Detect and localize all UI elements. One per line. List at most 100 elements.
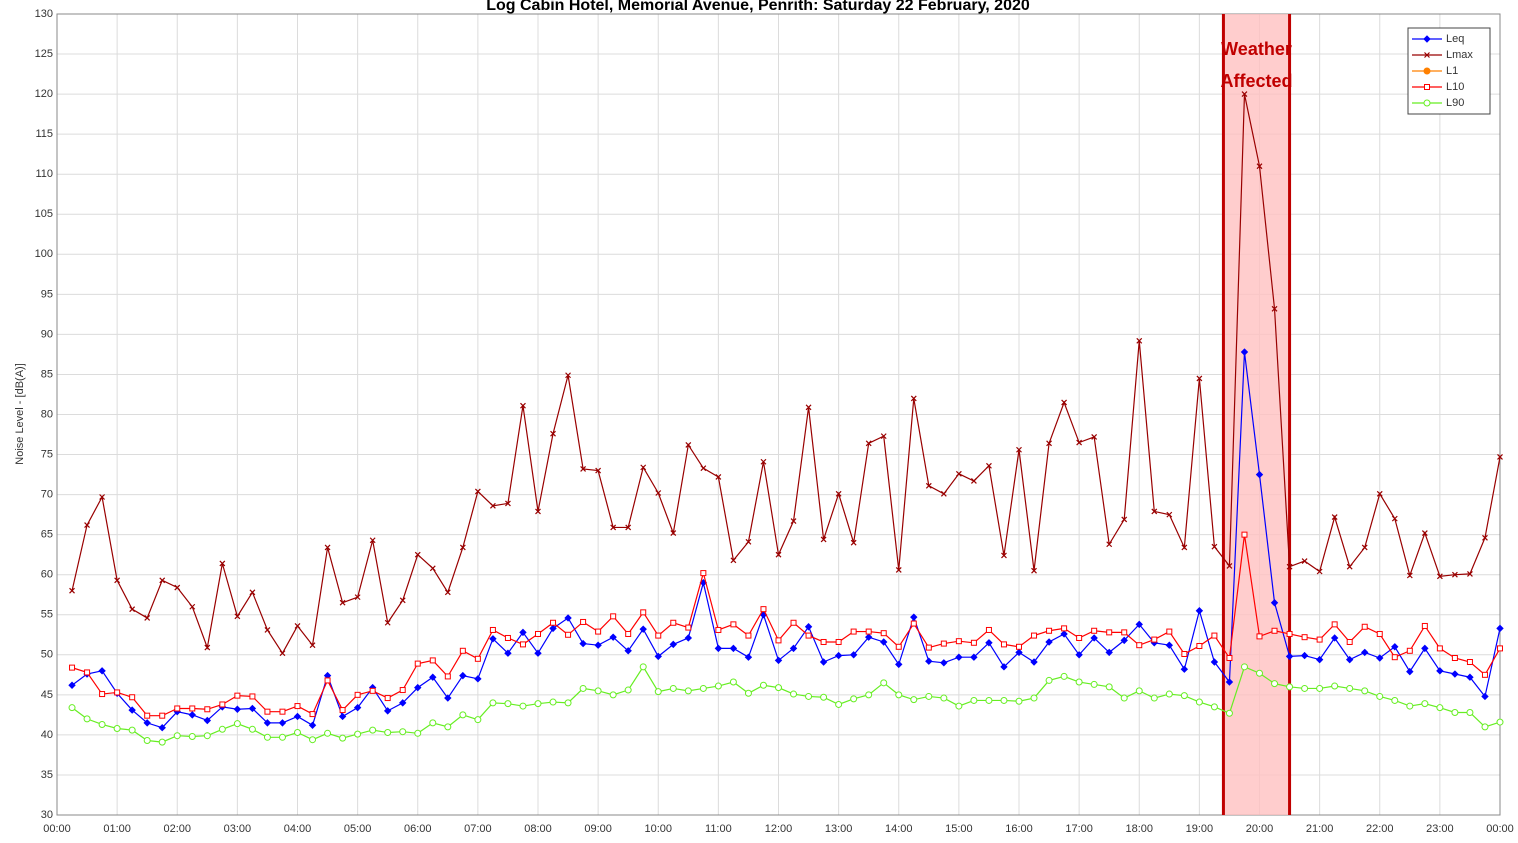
marker — [1331, 621, 1338, 628]
marker — [895, 643, 902, 650]
marker — [293, 712, 302, 721]
marker — [264, 627, 271, 633]
marker — [1301, 558, 1308, 565]
marker — [1241, 91, 1248, 98]
marker — [864, 633, 873, 641]
legend-label: L10 — [1446, 81, 1464, 93]
marker — [1241, 531, 1248, 538]
marker — [595, 467, 602, 474]
marker — [1151, 508, 1158, 515]
marker — [760, 606, 767, 613]
marker — [835, 700, 843, 708]
marker — [715, 626, 722, 633]
marker — [113, 724, 121, 732]
marker — [625, 630, 632, 637]
legend-label: L1 — [1446, 65, 1458, 77]
marker — [550, 619, 557, 626]
marker — [970, 639, 977, 646]
marker — [1075, 651, 1083, 659]
marker — [1406, 572, 1413, 579]
marker — [535, 508, 541, 515]
marker — [384, 619, 391, 626]
marker — [68, 704, 76, 712]
marker — [940, 640, 947, 647]
marker — [399, 597, 406, 604]
marker — [234, 692, 241, 699]
plot-frame — [56, 13, 1501, 816]
marker — [204, 706, 211, 713]
marker — [1240, 663, 1248, 671]
marker — [69, 587, 75, 594]
marker — [865, 440, 872, 447]
marker — [1076, 439, 1083, 446]
marker — [1481, 671, 1488, 678]
marker — [1000, 696, 1008, 704]
marker — [759, 681, 767, 689]
marker — [444, 589, 451, 596]
marker — [1391, 654, 1398, 661]
y-tick-label: 80 — [41, 408, 53, 420]
marker — [1286, 683, 1294, 691]
marker — [399, 687, 406, 694]
marker — [414, 729, 422, 737]
marker — [294, 623, 301, 629]
marker — [1196, 375, 1203, 382]
y-tick-label: 115 — [35, 128, 53, 140]
marker — [144, 712, 151, 719]
marker — [99, 494, 106, 500]
marker — [1286, 563, 1293, 570]
marker — [684, 634, 693, 642]
marker — [955, 638, 962, 645]
marker — [580, 466, 587, 472]
marker — [159, 712, 166, 719]
marker — [233, 705, 242, 713]
marker — [1210, 658, 1219, 666]
marker — [1120, 636, 1128, 645]
marker — [264, 708, 271, 715]
marker — [1376, 490, 1383, 497]
marker — [1482, 534, 1488, 541]
marker — [189, 603, 196, 610]
x-tick-label: 15:00 — [945, 823, 973, 835]
marker — [850, 539, 857, 546]
marker — [985, 626, 992, 633]
marker — [1136, 642, 1143, 649]
marker — [1361, 687, 1369, 695]
marker — [188, 733, 196, 741]
marker — [805, 404, 812, 411]
marker — [429, 719, 437, 727]
marker — [1285, 652, 1294, 661]
marker — [1451, 655, 1458, 662]
x-tick-label: 07:00 — [464, 823, 492, 835]
marker — [594, 641, 602, 649]
marker — [1165, 641, 1174, 649]
y-tick-label: 85 — [41, 368, 53, 380]
marker — [234, 613, 241, 620]
marker — [429, 673, 437, 681]
x-tick-label: 06:00 — [404, 823, 432, 835]
marker — [775, 637, 782, 644]
marker — [414, 660, 421, 667]
marker — [925, 657, 933, 665]
y-axis-label: Noise Level - [dB(A)] — [14, 363, 26, 464]
marker — [399, 699, 407, 707]
marker — [1031, 567, 1037, 574]
marker — [1211, 632, 1218, 639]
marker — [84, 522, 90, 528]
marker — [489, 699, 497, 707]
marker — [474, 655, 481, 662]
marker — [129, 606, 136, 613]
marker — [489, 626, 496, 633]
marker — [804, 623, 813, 631]
marker — [278, 733, 286, 741]
marker — [955, 653, 963, 661]
marker — [820, 638, 827, 645]
y-tick-label: 105 — [35, 208, 53, 220]
marker — [114, 577, 121, 584]
marker — [955, 702, 963, 710]
marker — [504, 700, 512, 708]
marker — [1061, 399, 1068, 406]
marker — [1226, 562, 1233, 569]
marker — [1061, 625, 1068, 632]
